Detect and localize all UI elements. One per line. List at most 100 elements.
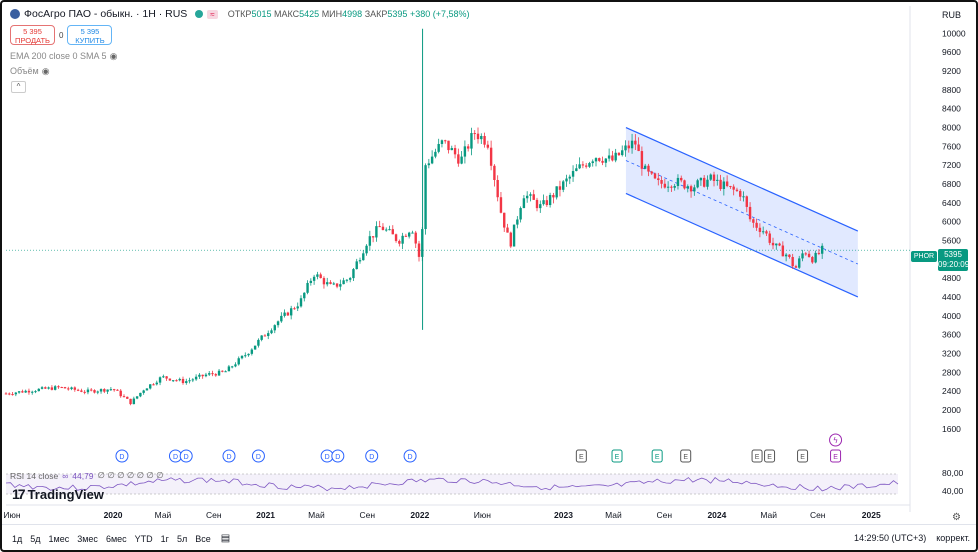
candle-body	[732, 186, 735, 190]
candle-body	[319, 274, 322, 279]
candle-body	[316, 274, 319, 277]
candle-body	[4, 393, 8, 395]
currency-label[interactable]: RUB	[942, 10, 962, 20]
candle-body	[670, 186, 673, 188]
candle-body	[506, 227, 509, 233]
calendar-icon[interactable]: ▤	[220, 533, 231, 544]
candle-body	[525, 195, 529, 199]
candle-body	[604, 158, 608, 163]
candle-body	[257, 339, 260, 346]
range-ytd[interactable]: YTD	[134, 533, 153, 544]
earnings-marker	[751, 449, 763, 463]
candle-body	[237, 358, 240, 365]
candle-body	[194, 376, 198, 380]
range-1m[interactable]: 1мес	[48, 533, 70, 544]
last-price-tag: 5395 09:20:09	[938, 249, 970, 271]
candle-body	[739, 190, 742, 197]
candle-body	[673, 185, 676, 188]
eye-icon[interactable]: ◉	[41, 66, 50, 76]
candle-body	[804, 253, 807, 255]
candle-body	[263, 335, 267, 337]
candle-body	[185, 381, 188, 384]
symbol-title[interactable]: ФосАгро ПАО - обыкн. · 1Н · RUS	[24, 8, 188, 20]
x-tick-label: Сен	[206, 510, 222, 520]
market-status-icon	[195, 10, 204, 18]
candle-body	[653, 173, 657, 179]
candle-body	[709, 174, 712, 180]
candle-body	[529, 194, 532, 196]
candle-body	[509, 232, 512, 247]
candle-body	[493, 165, 496, 180]
candle-body	[129, 398, 132, 405]
ema-sma-indicator[interactable]: EMA 200 close 0 SMA 5 ◉	[10, 51, 118, 61]
candle-body	[149, 384, 152, 389]
candle-body	[188, 380, 191, 382]
candle-body	[90, 389, 93, 391]
rsi-settings-icon[interactable]: ∞	[62, 470, 69, 481]
candle-body	[67, 388, 70, 390]
buy-button[interactable]: 5 395 КУПИТЬ	[67, 25, 113, 45]
candle-body	[83, 391, 86, 393]
range-5d[interactable]: 5д	[30, 533, 41, 544]
candle-body	[489, 147, 493, 166]
candle-body	[683, 180, 686, 189]
y-tick-label: 4400	[942, 292, 961, 302]
earnings-marker	[611, 449, 623, 463]
x-tick-label: Сен	[810, 510, 826, 520]
candle-body	[463, 146, 467, 157]
candle-body	[791, 257, 794, 267]
candle-body	[47, 387, 50, 389]
company-logo-icon	[10, 9, 20, 19]
collapse-indicators-button[interactable]: ^	[11, 81, 26, 93]
candle-body	[401, 235, 404, 244]
sell-button[interactable]: 5 395 ПРОДАТЬ	[10, 25, 55, 45]
candle-body	[365, 245, 368, 254]
rsi-legend[interactable]: RSI 14 close ∞ 44,79 ∅ ∅ ∅ ∅ ∅ ∅ ∅	[10, 470, 164, 481]
candle-body	[368, 236, 372, 246]
candle-body	[611, 155, 614, 161]
candle-body	[362, 253, 365, 261]
candle-body	[660, 180, 663, 184]
candle-body	[588, 163, 591, 167]
range-6m[interactable]: 6мес	[105, 533, 127, 544]
candle-body	[453, 148, 457, 155]
candle-body	[135, 396, 139, 399]
gear-icon[interactable]: ⚙	[952, 512, 961, 523]
candle-body	[545, 200, 549, 206]
symbol-header[interactable]: ФосАгро ПАО - обыкн. · 1Н · RUS ≈ ОТКР50…	[10, 8, 469, 20]
clock[interactable]: 14:29:50 (UTC+3)	[853, 533, 927, 543]
candle-body	[542, 200, 545, 205]
candle-body	[621, 150, 624, 156]
y-tick-label: 7200	[942, 160, 961, 170]
candle-body	[630, 140, 634, 149]
candle-body	[286, 312, 290, 316]
earnings-marker	[575, 449, 587, 463]
candle-body	[460, 156, 463, 164]
candle-body	[496, 179, 499, 198]
range-1y[interactable]: 1г	[160, 533, 169, 544]
candle-body	[434, 151, 437, 157]
rsi-line	[5, 477, 899, 492]
eye-icon[interactable]: ◉	[109, 51, 118, 61]
range-all[interactable]: Все	[195, 533, 211, 544]
candle-body	[578, 164, 581, 169]
earnings-marker	[651, 449, 663, 463]
range-3m[interactable]: 3мес	[77, 533, 98, 544]
candle-body	[480, 136, 483, 140]
earnings-marker-label: E	[833, 454, 838, 461]
volume-indicator[interactable]: Объём ◉	[10, 66, 50, 76]
candle-body	[722, 181, 726, 190]
range-1d[interactable]: 1д	[12, 533, 23, 544]
candle-body	[624, 145, 627, 151]
candle-body	[37, 388, 40, 392]
candle-body	[440, 140, 444, 144]
range-5y[interactable]: 5л	[176, 533, 188, 544]
candle-body	[512, 224, 516, 247]
adjust-toggle[interactable]: коррект.	[936, 533, 970, 543]
candle-body	[352, 269, 355, 279]
dividend-marker-label: D	[335, 454, 340, 461]
candle-body	[473, 133, 476, 135]
x-tick-label: Июн	[474, 510, 491, 520]
candle-body	[119, 390, 122, 397]
